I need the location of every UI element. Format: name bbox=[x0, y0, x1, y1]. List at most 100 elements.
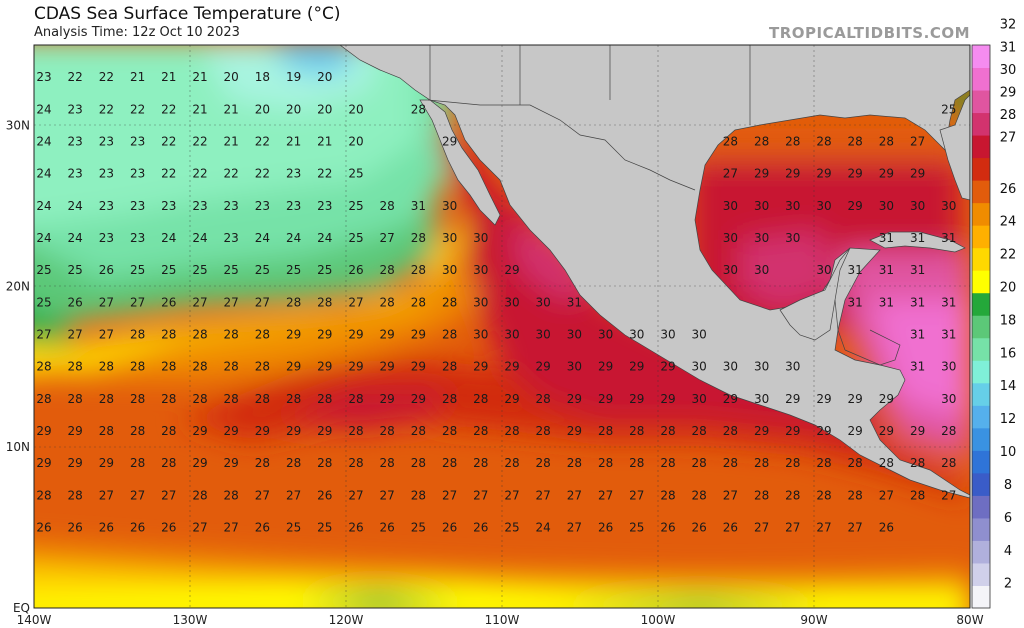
sst-value: 28 bbox=[504, 424, 519, 438]
sst-value: 29 bbox=[660, 392, 675, 406]
sst-value: 27 bbox=[567, 521, 582, 535]
sst-value: 28 bbox=[692, 424, 707, 438]
sst-value: 27 bbox=[255, 488, 270, 502]
sst-value: 29 bbox=[879, 424, 894, 438]
map-title: CDAS Sea Surface Temperature (°C) bbox=[34, 4, 341, 24]
sst-value: 29 bbox=[848, 199, 863, 213]
sst-value: 30 bbox=[473, 231, 488, 245]
sst-value: 26 bbox=[348, 521, 363, 535]
longitude-label: 80W bbox=[956, 613, 983, 627]
sst-value: 21 bbox=[192, 102, 207, 116]
sst-value: 22 bbox=[192, 135, 207, 149]
sst-value: 28 bbox=[442, 424, 457, 438]
sst-value: 30 bbox=[879, 199, 894, 213]
sst-value: 26 bbox=[130, 521, 145, 535]
sst-value: 28 bbox=[660, 456, 675, 470]
sst-value: 29 bbox=[879, 167, 894, 181]
sst-value: 30 bbox=[536, 295, 551, 309]
colorbar-label: 32 bbox=[1000, 18, 1017, 33]
sst-value: 26 bbox=[36, 521, 51, 535]
sst-value: 30 bbox=[816, 199, 831, 213]
sst-value: 28 bbox=[255, 392, 270, 406]
sst-value: 28 bbox=[380, 263, 395, 277]
sst-value: 23 bbox=[99, 231, 114, 245]
sst-value: 28 bbox=[255, 360, 270, 374]
sst-value: 24 bbox=[36, 135, 51, 149]
sst-value: 28 bbox=[442, 392, 457, 406]
sst-value: 28 bbox=[785, 488, 800, 502]
sst-value: 28 bbox=[348, 392, 363, 406]
sst-value: 22 bbox=[161, 135, 176, 149]
sst-value: 23 bbox=[130, 167, 145, 181]
sst-value: 23 bbox=[68, 135, 83, 149]
sst-value: 28 bbox=[224, 360, 239, 374]
colorbar-swatch bbox=[972, 292, 990, 316]
longitude-label: 100W bbox=[641, 613, 676, 627]
sst-value: 28 bbox=[36, 392, 51, 406]
sst-value: 28 bbox=[660, 488, 675, 502]
sst-value: 29 bbox=[380, 360, 395, 374]
sst-value: 28 bbox=[723, 424, 738, 438]
sst-value: 23 bbox=[99, 135, 114, 149]
sst-value: 29 bbox=[629, 392, 644, 406]
colorbar-swatch bbox=[972, 472, 990, 496]
sst-value: 28 bbox=[629, 424, 644, 438]
sst-value: 20 bbox=[348, 135, 363, 149]
sst-value: 28 bbox=[754, 456, 769, 470]
sst-value: 21 bbox=[224, 135, 239, 149]
sst-value: 28 bbox=[380, 199, 395, 213]
sst-value: 29 bbox=[348, 328, 363, 342]
sst-value: 28 bbox=[161, 360, 176, 374]
sst-value: 25 bbox=[317, 521, 332, 535]
sst-value: 21 bbox=[317, 135, 332, 149]
latitude-label: 10N bbox=[6, 440, 30, 454]
sst-value: 24 bbox=[36, 102, 51, 116]
sst-value: 30 bbox=[692, 328, 707, 342]
sst-value: 29 bbox=[910, 424, 925, 438]
sst-value: 29 bbox=[36, 424, 51, 438]
sst-value: 23 bbox=[255, 199, 270, 213]
sst-value: 27 bbox=[754, 521, 769, 535]
sst-value: 30 bbox=[754, 392, 769, 406]
sst-value: 25 bbox=[130, 263, 145, 277]
sst-value: 29 bbox=[317, 328, 332, 342]
sst-value: 28 bbox=[629, 456, 644, 470]
sst-value: 23 bbox=[224, 231, 239, 245]
sst-value: 29 bbox=[660, 360, 675, 374]
sst-value: 27 bbox=[848, 521, 863, 535]
sst-value: 30 bbox=[598, 328, 613, 342]
sst-value: 28 bbox=[941, 456, 956, 470]
colorbar-label: 24 bbox=[1000, 215, 1017, 230]
sst-value: 22 bbox=[192, 167, 207, 181]
sst-value: 22 bbox=[255, 167, 270, 181]
sst-value: 26 bbox=[255, 521, 270, 535]
sst-value: 27 bbox=[442, 488, 457, 502]
gridlines bbox=[34, 45, 970, 608]
sst-value: 28 bbox=[130, 360, 145, 374]
sst-value: 27 bbox=[380, 231, 395, 245]
colorbar-swatch bbox=[972, 45, 990, 69]
sst-value: 23 bbox=[36, 70, 51, 84]
sst-value: 29 bbox=[411, 328, 426, 342]
colorbar-swatch bbox=[972, 517, 990, 541]
sst-value: 26 bbox=[692, 521, 707, 535]
sst-value: 28 bbox=[99, 360, 114, 374]
sst-value: 28 bbox=[411, 231, 426, 245]
colorbar-swatch bbox=[972, 157, 990, 181]
sst-value: 25 bbox=[192, 263, 207, 277]
sst-value: 23 bbox=[286, 199, 301, 213]
sst-value: 28 bbox=[536, 456, 551, 470]
colorbar-swatch bbox=[972, 585, 990, 609]
sst-value: 26 bbox=[380, 521, 395, 535]
sst-value: 28 bbox=[754, 135, 769, 149]
sst-value: 27 bbox=[348, 488, 363, 502]
colorbar-swatch bbox=[972, 495, 990, 519]
sst-value: 24 bbox=[68, 199, 83, 213]
colorbar-label: 30 bbox=[1000, 63, 1017, 78]
sst-value: 28 bbox=[598, 424, 613, 438]
sst-value: 29 bbox=[442, 135, 457, 149]
sst-value: 25 bbox=[161, 263, 176, 277]
sst-value: 20 bbox=[317, 70, 332, 84]
sst-value: 29 bbox=[255, 424, 270, 438]
